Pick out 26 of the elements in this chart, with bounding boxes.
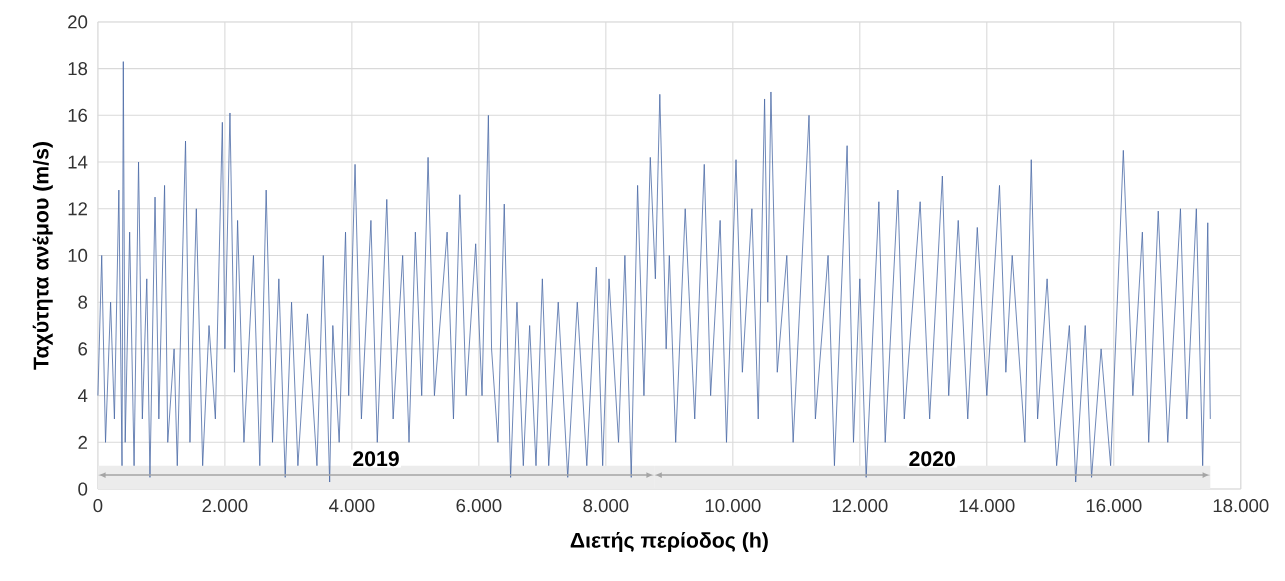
x-tick-label: 6.000 xyxy=(456,499,502,513)
band-label: 2020 xyxy=(909,451,955,467)
x-tick-label: 14.000 xyxy=(959,499,1015,513)
x-axis-title: Διετής περίοδος (h) xyxy=(570,532,768,553)
y-tick-label: 18 xyxy=(68,62,88,76)
y-tick-label: 0 xyxy=(78,482,88,496)
x-tick-label: 12.000 xyxy=(832,499,888,513)
y-tick-label: 12 xyxy=(68,202,87,216)
y-tick-label: 8 xyxy=(78,295,88,309)
line-series xyxy=(97,61,1211,483)
band-label: 2019 xyxy=(353,451,399,467)
x-tick-label: 18.000 xyxy=(1213,499,1269,513)
x-tick-label: 2.000 xyxy=(202,499,248,513)
x-tick-label: 8.000 xyxy=(583,499,629,513)
y-tick-label: 16 xyxy=(68,108,88,122)
x-tick-label: 0 xyxy=(93,499,103,513)
y-tick-label: 4 xyxy=(77,389,88,403)
y-tick-label: 14 xyxy=(68,155,88,169)
y-axis-title: Ταχύτητα ανέμου (m/s) xyxy=(32,142,53,370)
x-tick-label: 4.000 xyxy=(329,499,375,513)
y-tick-label: 10 xyxy=(68,248,88,263)
x-tick-label: 16.000 xyxy=(1086,499,1142,513)
y-tick-label: 6 xyxy=(78,342,88,356)
x-tick-label: 10.000 xyxy=(705,499,761,513)
y-tick-label: 20 xyxy=(68,15,88,29)
y-tick-label: 2 xyxy=(78,435,87,449)
